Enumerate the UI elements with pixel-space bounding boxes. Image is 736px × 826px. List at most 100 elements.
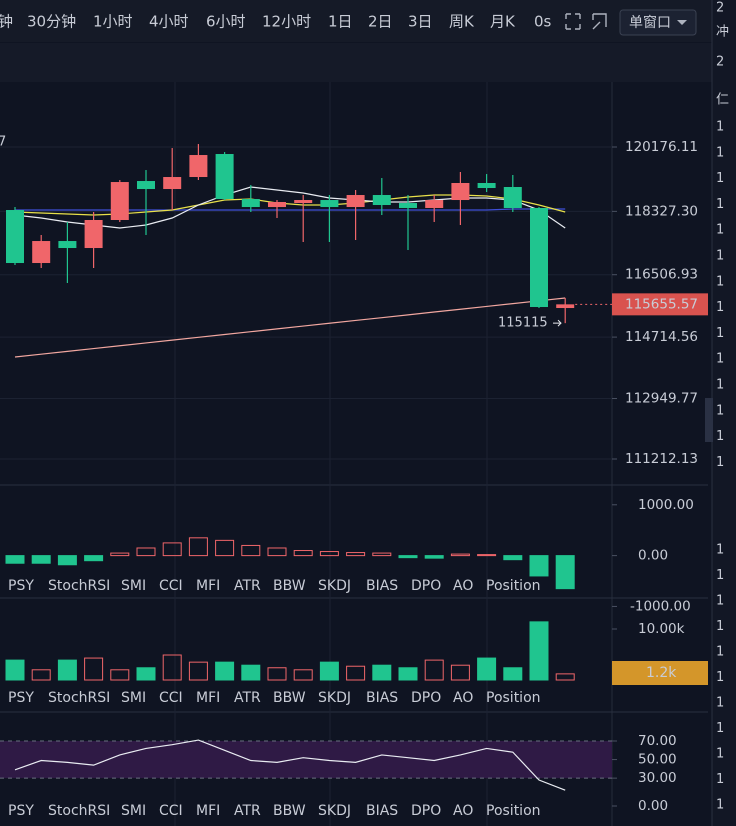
- indicator-tab[interactable]: SMI: [121, 578, 146, 594]
- right-fragment: 1: [716, 403, 724, 418]
- interval-tab[interactable]: 4小时: [149, 13, 189, 31]
- interval-tab[interactable]: 30分钟: [27, 13, 76, 31]
- price-tick-label: 111212.13: [625, 451, 698, 467]
- indicator-tick-label: 30.00: [638, 770, 677, 786]
- price-tick-label: 120176.11: [625, 139, 698, 155]
- indicator-tab[interactable]: ATR: [234, 690, 261, 706]
- collapse-handle[interactable]: [705, 398, 713, 442]
- volume-bar: [31, 669, 51, 681]
- interval-tab[interactable]: 1小时: [93, 13, 133, 31]
- candle-body: [477, 183, 496, 189]
- interval-tab[interactable]: 钟: [0, 13, 13, 31]
- indicator-tab[interactable]: Position: [486, 803, 541, 819]
- indicator-tab[interactable]: Position: [486, 578, 541, 594]
- indicator-tab[interactable]: PSY: [8, 690, 34, 706]
- price-tick-label: 112949.77: [625, 391, 698, 407]
- indicator-tab[interactable]: ATR: [234, 803, 261, 819]
- histogram-bar: [110, 552, 130, 557]
- right-fragment: 1: [716, 378, 724, 393]
- indicator-tab[interactable]: SKDJ: [318, 578, 351, 594]
- interval-tab[interactable]: 1日: [328, 13, 353, 31]
- indicator-tab[interactable]: SMI: [121, 803, 146, 819]
- interval-tab[interactable]: 0s: [534, 13, 552, 31]
- indicator-tab[interactable]: StochRSI: [48, 803, 110, 819]
- indicator-tick-label: 1000.00: [638, 497, 694, 513]
- volume-bar: [398, 667, 418, 681]
- indicator-tab[interactable]: DPO: [411, 690, 441, 706]
- indicator-tab[interactable]: BIAS: [366, 690, 398, 706]
- interval-tab[interactable]: 6小时: [206, 13, 246, 31]
- interval-tab[interactable]: 周K: [449, 13, 475, 31]
- histogram-bar: [162, 542, 182, 557]
- interval-tab[interactable]: 2日: [368, 13, 393, 31]
- indicator-tab[interactable]: CCI: [159, 690, 183, 706]
- candle-body: [425, 200, 444, 208]
- volume-bar: [215, 661, 235, 681]
- volume-bar: [503, 667, 523, 681]
- indicator-tab[interactable]: BBW: [273, 578, 306, 594]
- indicator-tab[interactable]: BIAS: [366, 578, 398, 594]
- indicator-tab[interactable]: DPO: [411, 803, 441, 819]
- window-mode-dropdown[interactable]: [619, 9, 697, 36]
- indicator-tab[interactable]: StochRSI: [48, 690, 110, 706]
- volume-bar: [319, 661, 339, 681]
- indicator-tab[interactable]: AO: [453, 803, 473, 819]
- histogram-bar: [136, 547, 156, 557]
- rsi-line: [14, 739, 566, 791]
- window-mode-label[interactable]: 单窗口: [629, 14, 671, 31]
- indicator-tab[interactable]: DPO: [411, 578, 441, 594]
- histogram-bar: [372, 552, 392, 557]
- right-fragment: 1: [716, 747, 724, 762]
- candle-body: [84, 219, 103, 249]
- candle-body: [320, 200, 339, 208]
- histogram-bar: [215, 539, 235, 557]
- indicator-tab[interactable]: ATR: [234, 578, 261, 594]
- right-fragment: 1: [716, 670, 724, 685]
- indicator-tick-label: 0.00: [638, 798, 668, 814]
- right-fragment: 1: [716, 619, 724, 634]
- indicator-tab[interactable]: CCI: [159, 578, 183, 594]
- indicator-tab[interactable]: SKDJ: [318, 690, 351, 706]
- indicator-tab[interactable]: AO: [453, 578, 473, 594]
- indicator-tab[interactable]: PSY: [8, 578, 34, 594]
- volume-bar: [555, 673, 575, 681]
- indicator-tab[interactable]: BBW: [273, 690, 306, 706]
- indicator-tab[interactable]: SKDJ: [318, 803, 351, 819]
- interval-tab[interactable]: 月K: [490, 13, 516, 31]
- price-tick-label: 118327.30: [625, 203, 698, 219]
- indicator-panels: PSY StochRSI SMI CCI MFI ATR BBW SKDJ BIAS DPO AO P…: [0, 497, 708, 819]
- indicator-tab[interactable]: MFI: [196, 690, 220, 706]
- interval-tab[interactable]: 12小时: [262, 13, 311, 31]
- indicator-tab[interactable]: CCI: [159, 803, 183, 819]
- histogram-bar: [398, 555, 418, 559]
- indicator-tab[interactable]: SMI: [121, 690, 146, 706]
- price-tick-label: 114714.56: [625, 329, 698, 345]
- indicator-tab[interactable]: BIAS: [366, 803, 398, 819]
- interval-tab[interactable]: 3日: [408, 13, 433, 31]
- last-price-label: 115655.57: [625, 296, 698, 312]
- indicator-tab[interactable]: MFI: [196, 578, 220, 594]
- right-fragment: 1: [716, 543, 724, 558]
- right-fragment: 1: [716, 171, 724, 186]
- candle-body: [163, 177, 182, 190]
- candle-body: [189, 155, 208, 178]
- indicator-tab[interactable]: MFI: [196, 803, 220, 819]
- right-fragment: 1: [716, 274, 724, 289]
- moving-average: [14, 186, 566, 229]
- candle-body: [6, 210, 24, 264]
- indicator-tab[interactable]: AO: [453, 690, 473, 706]
- candle-body: [268, 202, 286, 208]
- right-fragment: 冲: [716, 25, 729, 40]
- toolbar-icons[interactable]: [565, 13, 607, 30]
- indicator-tab[interactable]: BBW: [273, 803, 306, 819]
- histogram-bar: [57, 555, 77, 566]
- sub-toolbar: [0, 43, 712, 82]
- indicator-tab[interactable]: StochRSI: [48, 578, 110, 594]
- volume-bar: [424, 659, 444, 681]
- price-tick-label: 116506.93: [625, 267, 698, 283]
- indicator-tab[interactable]: Position: [486, 690, 541, 706]
- indicator-tab[interactable]: PSY: [8, 803, 34, 819]
- moving-average: [14, 194, 566, 216]
- rsi-band: [0, 741, 612, 779]
